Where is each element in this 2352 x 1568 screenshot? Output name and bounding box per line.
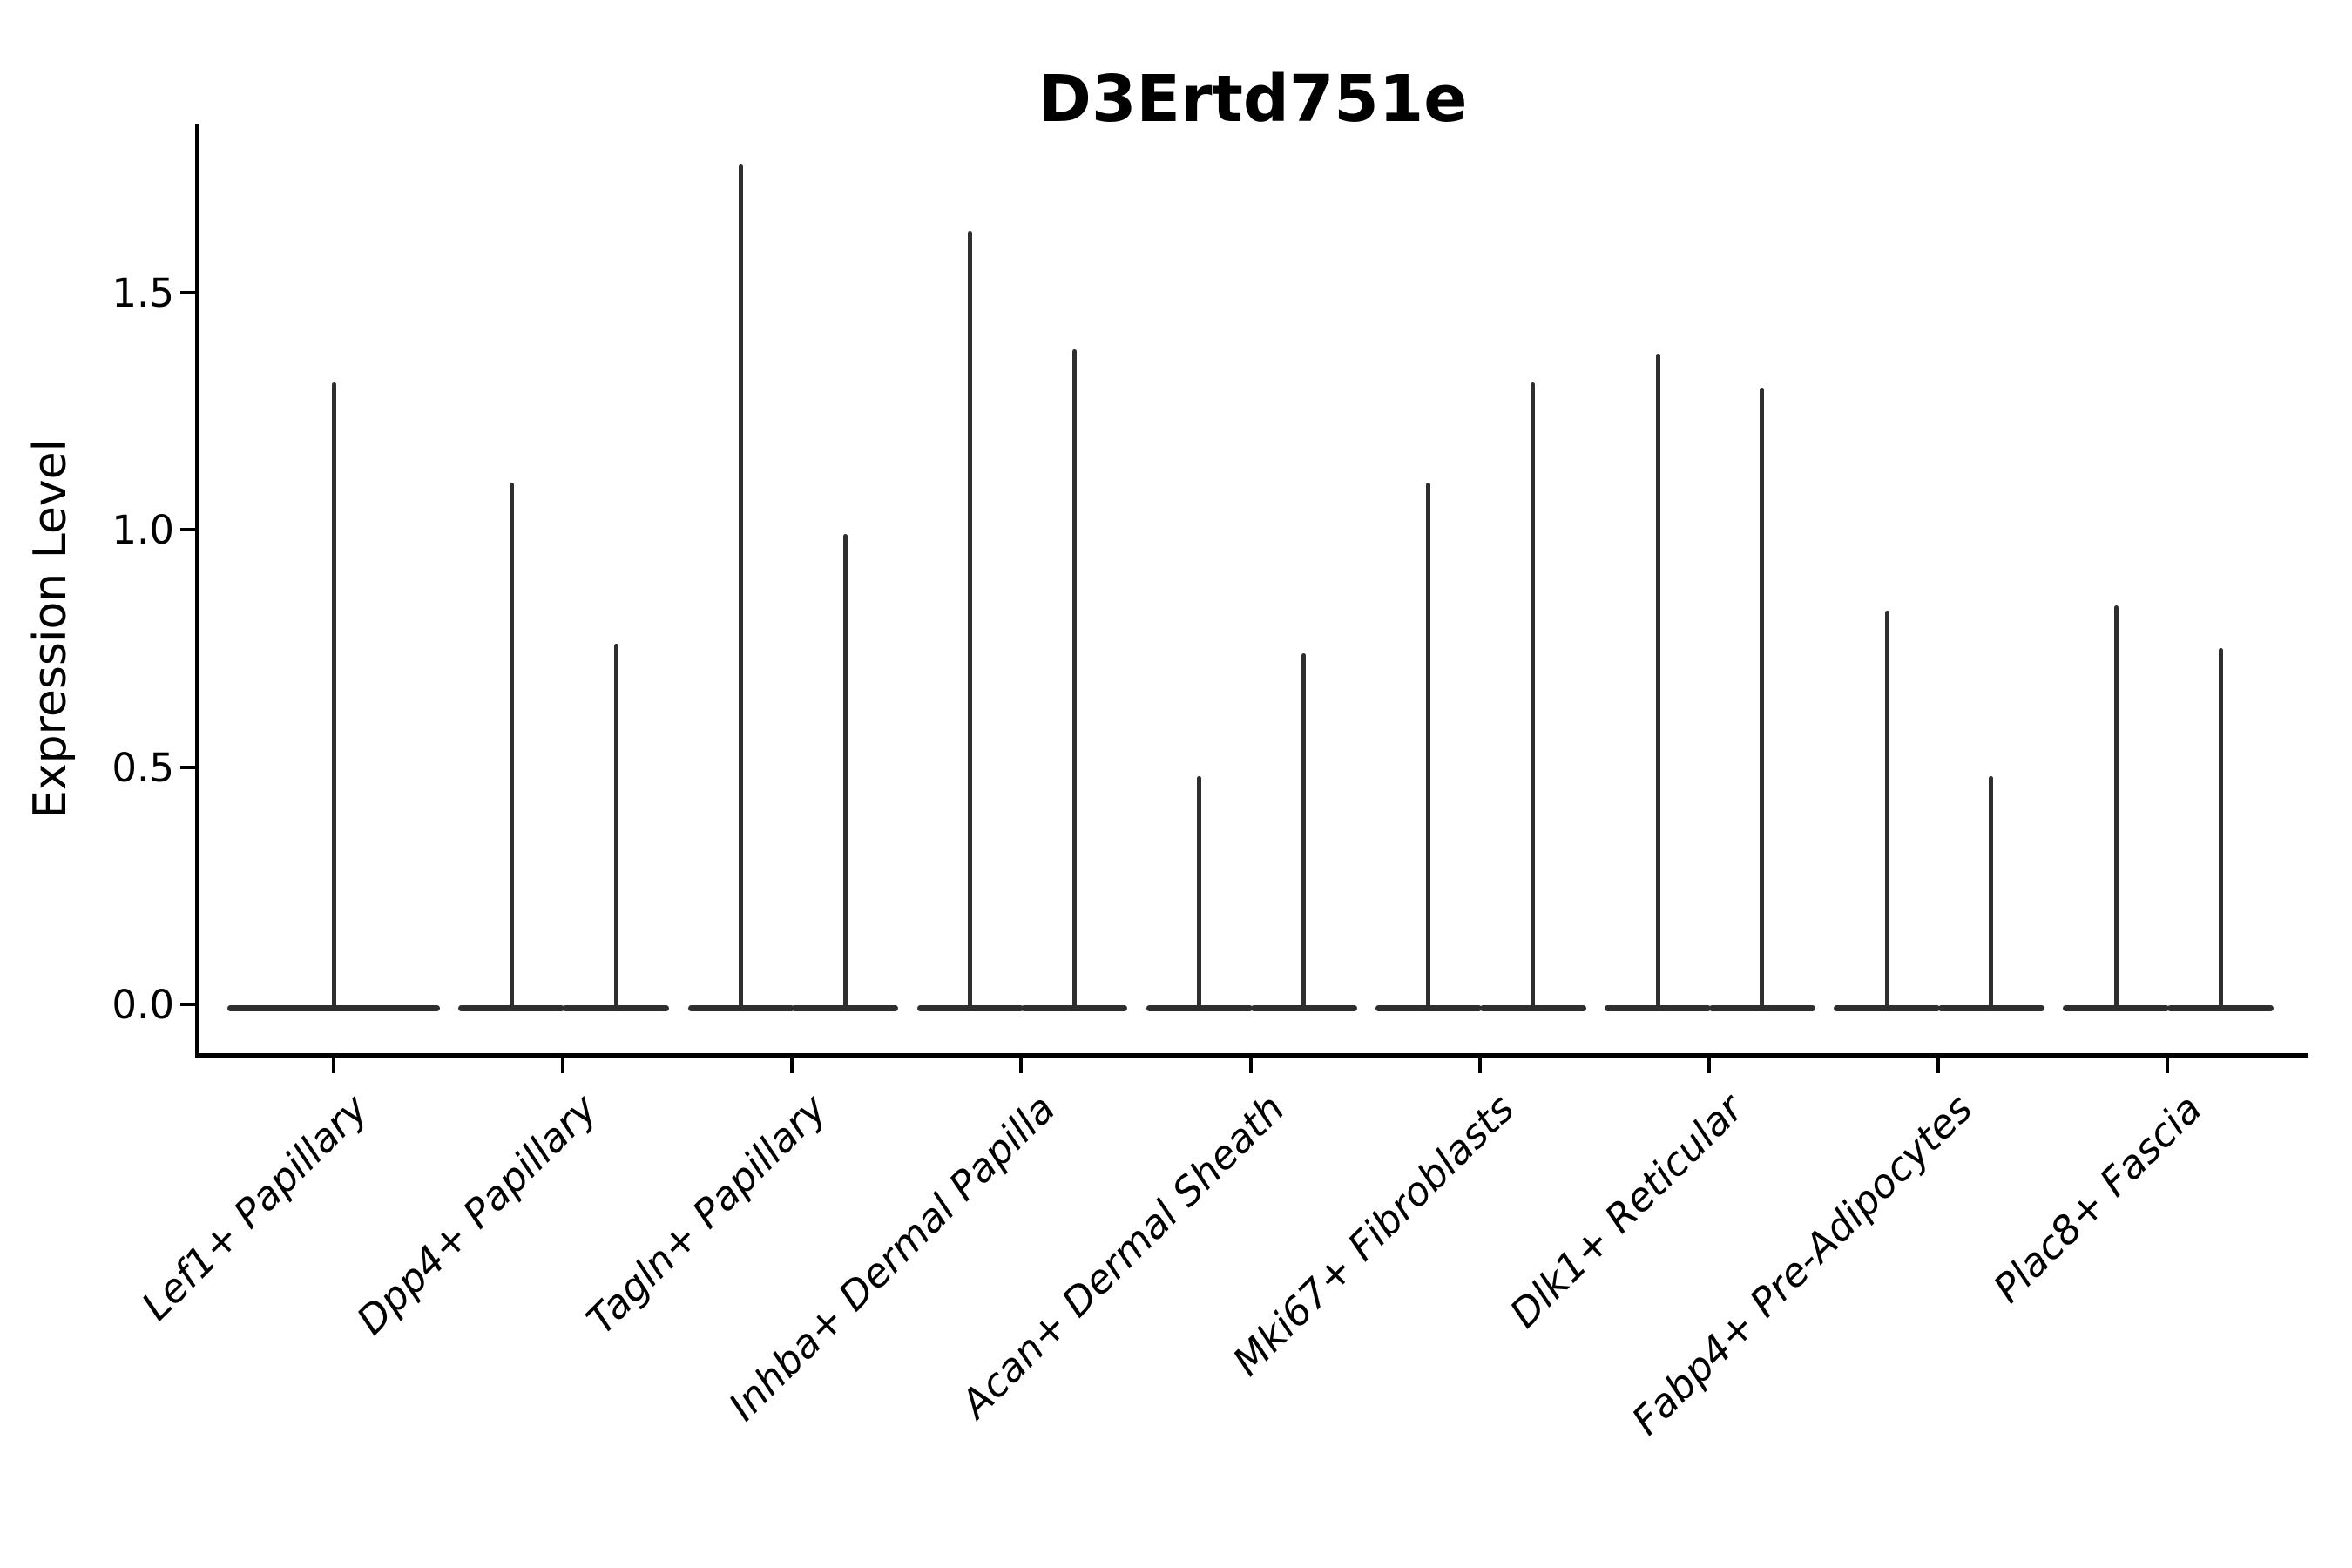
violin-spike [1989,776,1994,1010]
x-tick-mark [1936,1058,1940,1073]
violin-spike [1655,354,1660,1010]
violin-spike [1760,387,1765,1010]
x-tick-label: Lef1+ Papillary [132,1085,377,1329]
x-axis-spine [195,1053,2308,1058]
x-tick-mark [1477,1058,1482,1073]
y-tick-mark [180,1003,195,1006]
violin-spike [1426,482,1431,1010]
y-tick-mark [180,765,195,769]
x-tick-mark [790,1058,794,1073]
x-tick-label: Tagln+ Papillary [577,1085,835,1343]
x-tick-label: Plac8+ Fascia [1984,1085,2211,1312]
violin-spike [1301,652,1307,1010]
y-tick-mark [180,528,195,531]
y-tick-mark [180,290,195,294]
violin-spike [613,643,618,1010]
x-tick-mark [1019,1058,1024,1073]
violin-spike [1071,348,1077,1010]
violin-spike [2113,605,2119,1010]
violin-spike [1884,610,1889,1010]
x-tick-mark [332,1058,335,1073]
violin-spike [1531,382,1536,1010]
violin-spike [509,482,514,1010]
x-tick-mark [1248,1058,1253,1073]
x-tick-mark [561,1058,565,1073]
y-tick-label: 1.0 [112,507,174,553]
violin-spike [968,230,973,1010]
x-tick-label: Dlk1+ Reticular [1500,1085,1753,1337]
violin-spike [739,164,744,1010]
x-tick-label: Dpp4+ Papillary [348,1085,606,1344]
y-axis-spine [195,124,199,1058]
violin-spike [2218,648,2223,1010]
y-tick-label: 0.5 [112,744,174,791]
violin-spike [331,382,336,1010]
x-tick-mark [2166,1058,2169,1073]
x-tick-mark [1707,1058,1711,1073]
violin-spike [842,534,848,1010]
y-tick-label: 1.5 [112,269,174,316]
chart-title: D3Ertd751e [1037,62,1468,137]
y-tick-label: 0.0 [112,982,174,1028]
violin-spike [1197,776,1202,1010]
